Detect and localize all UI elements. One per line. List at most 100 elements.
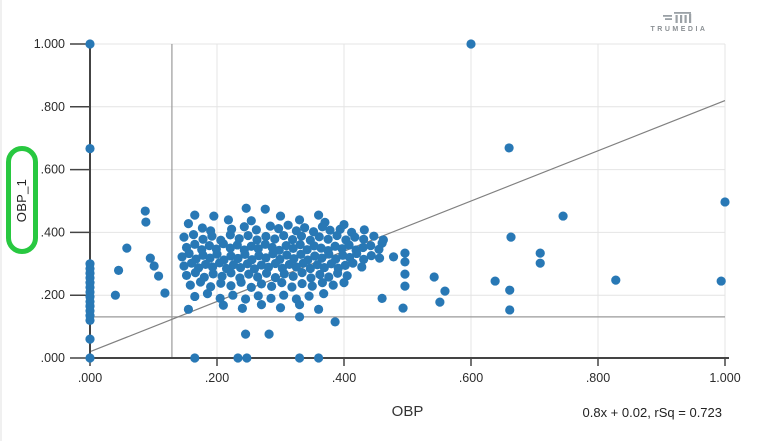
scatter-point[interactable] <box>535 258 545 268</box>
scatter-point[interactable] <box>218 300 228 310</box>
scatter-point[interactable] <box>315 269 325 280</box>
scatter-point[interactable] <box>348 258 358 268</box>
scatter-point[interactable] <box>317 222 328 232</box>
scatter-point[interactable] <box>506 232 516 242</box>
scatter-point[interactable] <box>305 263 315 274</box>
scatter-point[interactable] <box>306 273 316 283</box>
scatter-point[interactable] <box>490 276 500 286</box>
scatter-point[interactable] <box>207 262 218 272</box>
scatter-point[interactable] <box>226 281 236 291</box>
scatter-point[interactable] <box>179 261 189 271</box>
scatter-point[interactable] <box>188 229 199 240</box>
scatter-point[interactable] <box>357 262 367 272</box>
scatter-point[interactable] <box>330 317 340 327</box>
scatter-point[interactable] <box>216 278 226 288</box>
scatter-point[interactable] <box>207 231 217 241</box>
scatter-point[interactable] <box>505 305 515 315</box>
scatter-point[interactable] <box>179 232 189 242</box>
scatter-point[interactable] <box>183 219 194 229</box>
scatter-point[interactable] <box>319 289 329 299</box>
scatter-point[interactable] <box>223 215 234 225</box>
scatter-point[interactable] <box>295 240 305 250</box>
scatter-point[interactable] <box>400 281 410 291</box>
scatter-point[interactable] <box>314 353 324 363</box>
scatter-point[interactable] <box>330 241 340 251</box>
scatter-point[interactable] <box>352 248 362 259</box>
scatter-point[interactable] <box>218 239 228 249</box>
scatter-point[interactable] <box>294 300 305 310</box>
scatter-point[interactable] <box>85 143 95 154</box>
scatter-point[interactable] <box>187 258 197 268</box>
scatter-point[interactable] <box>242 353 252 363</box>
scatter-point[interactable] <box>190 267 201 278</box>
scatter-point[interactable] <box>340 260 350 270</box>
scatter-point[interactable] <box>110 290 120 300</box>
scatter-point[interactable] <box>294 312 305 322</box>
scatter-point[interactable] <box>228 260 239 270</box>
scatter-point[interactable] <box>190 239 200 249</box>
scatter-point[interactable] <box>310 251 320 261</box>
scatter-point[interactable] <box>374 253 385 263</box>
scatter-point[interactable] <box>239 222 249 232</box>
scatter-point[interactable] <box>314 232 324 242</box>
scatter-point[interactable] <box>270 273 281 283</box>
scatter-point[interactable] <box>226 268 236 278</box>
scatter-point[interactable] <box>326 259 336 269</box>
scatter-point[interactable] <box>359 234 369 244</box>
scatter-point[interactable] <box>215 293 225 303</box>
scatter-point[interactable] <box>266 293 276 303</box>
scatter-point[interactable] <box>246 282 256 292</box>
scatter-point[interactable] <box>307 281 317 291</box>
scatter-point[interactable] <box>429 272 439 282</box>
scatter-point[interactable] <box>317 278 328 288</box>
scatter-point[interactable] <box>246 241 256 251</box>
scatter-point[interactable] <box>252 235 262 245</box>
scatter-point[interactable] <box>264 329 274 339</box>
scatter-point[interactable] <box>504 143 514 153</box>
scatter-point[interactable] <box>253 244 263 254</box>
scatter-point[interactable] <box>122 243 132 253</box>
scatter-point[interactable] <box>505 285 515 295</box>
scatter-point[interactable] <box>291 262 301 272</box>
scatter-point[interactable] <box>279 290 289 300</box>
scatter-point[interactable] <box>260 204 270 214</box>
scatter-point[interactable] <box>332 230 342 241</box>
scatter-point[interactable] <box>435 297 445 307</box>
scatter-point[interactable] <box>297 278 307 289</box>
scatter-point[interactable] <box>204 240 214 251</box>
scatter-point[interactable] <box>212 249 222 259</box>
scatter-point[interactable] <box>279 230 289 241</box>
scatter-point[interactable] <box>314 304 324 314</box>
scatter-point[interactable] <box>190 210 200 220</box>
scatter-point[interactable] <box>270 234 280 244</box>
scatter-point[interactable] <box>366 240 376 251</box>
scatter-point[interactable] <box>400 257 410 267</box>
scatter-point[interactable] <box>369 231 379 241</box>
scatter-point[interactable] <box>273 224 284 234</box>
scatter-point[interactable] <box>240 294 251 304</box>
scatter-point[interactable] <box>244 269 254 279</box>
scatter-point[interactable] <box>374 244 384 254</box>
scatter-point[interactable] <box>294 353 305 363</box>
scatter-point[interactable] <box>265 221 275 231</box>
scatter-point[interactable] <box>235 262 246 273</box>
scatter-point[interactable] <box>190 291 200 302</box>
scatter-point[interactable] <box>183 304 194 314</box>
scatter-point[interactable] <box>256 260 267 270</box>
scatter-point[interactable] <box>720 197 730 207</box>
scatter-point[interactable] <box>181 270 192 281</box>
scatter-point[interactable] <box>337 244 347 254</box>
scatter-point[interactable] <box>251 225 261 235</box>
scatter-point[interactable] <box>140 206 150 216</box>
scatter-point[interactable] <box>240 249 250 259</box>
scatter-point[interactable] <box>225 243 235 253</box>
scatter-point[interactable] <box>388 252 399 262</box>
scatter-point[interactable] <box>149 261 159 271</box>
scatter-point[interactable] <box>113 265 124 275</box>
scatter-point[interactable] <box>233 353 243 363</box>
scatter-point[interactable] <box>366 251 376 261</box>
scatter-point[interactable] <box>256 279 267 289</box>
scatter-point[interactable] <box>296 249 306 259</box>
scatter-point[interactable] <box>309 241 319 251</box>
